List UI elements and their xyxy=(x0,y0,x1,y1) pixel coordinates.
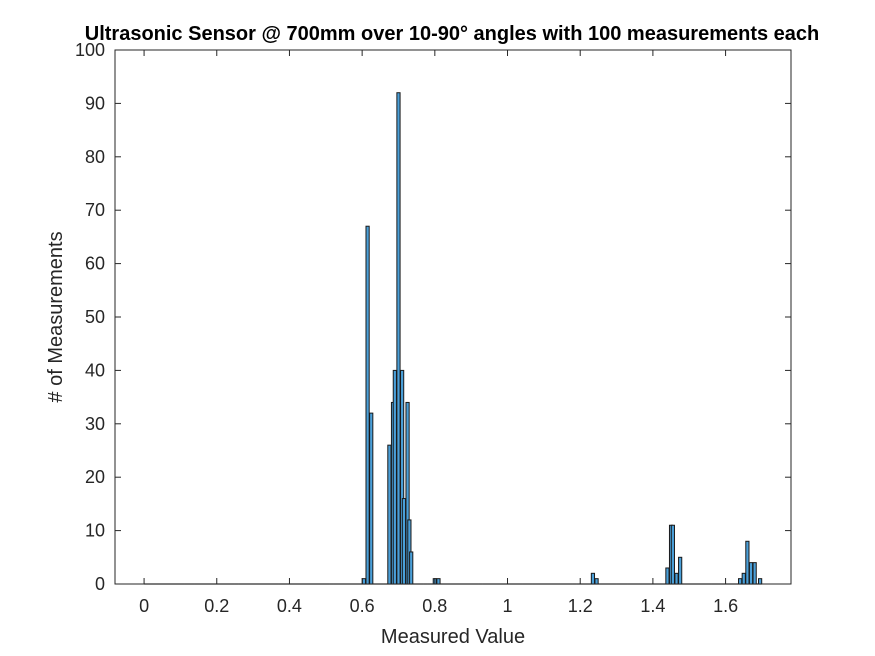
x-tick-label: 0.4 xyxy=(277,596,302,616)
histogram-bar xyxy=(741,572,746,585)
y-tick-label: 20 xyxy=(85,467,105,487)
x-tick-label: 1.6 xyxy=(713,596,738,616)
x-tick-label: 1 xyxy=(503,596,513,616)
plot-area xyxy=(115,50,791,584)
histogram-bar xyxy=(436,578,441,585)
histogram-bar xyxy=(365,225,370,585)
histogram-bar xyxy=(748,562,754,585)
histogram-bar xyxy=(678,556,683,585)
x-tick-label: 0.2 xyxy=(204,596,229,616)
histogram-bar xyxy=(590,572,596,585)
histogram-bar xyxy=(674,572,679,585)
y-tick-label: 100 xyxy=(75,40,105,60)
histogram-bar xyxy=(738,578,743,585)
y-tick-label: 60 xyxy=(85,254,105,274)
y-tick-label: 80 xyxy=(85,147,105,167)
y-tick-label: 70 xyxy=(85,200,105,220)
y-tick-label: 50 xyxy=(85,307,105,327)
x-ticks-group: 0 0.2 0.4 0.6 0.8 1 1.2 1.4 1.6 xyxy=(139,50,738,616)
x-tick-label: 0 xyxy=(139,596,149,616)
histogram-bar xyxy=(392,369,397,585)
x-tick-label: 0.6 xyxy=(350,596,375,616)
y-tick-label: 0 xyxy=(95,574,105,594)
x-tick-label: 1.4 xyxy=(640,596,665,616)
histogram-bar xyxy=(361,578,367,585)
y-tick-label: 10 xyxy=(85,521,105,541)
y-tick-label: 30 xyxy=(85,414,105,434)
histogram-bar xyxy=(670,524,675,585)
y-tick-label: 40 xyxy=(85,360,105,380)
histogram-bar xyxy=(752,562,757,585)
y-axis-label: # of Measurements xyxy=(45,231,67,402)
histogram-bar xyxy=(396,92,401,585)
histogram-bar xyxy=(387,444,392,585)
y-ticks-group: 0 10 20 30 40 50 60 70 80 90 100 xyxy=(75,40,791,594)
chart-title: Ultrasonic Sensor @ 700mm over 10-90° an… xyxy=(85,23,820,45)
x-tick-label: 0.8 xyxy=(422,596,447,616)
histogram-bar xyxy=(745,540,750,585)
y-tick-label: 90 xyxy=(85,93,105,113)
histogram-bar xyxy=(665,567,670,585)
histogram-bar xyxy=(369,412,374,585)
histogram-bar xyxy=(594,578,599,585)
x-axis-label: Measured Value xyxy=(381,626,525,648)
histogram-bar xyxy=(409,551,414,585)
x-tick-label: 1.2 xyxy=(568,596,593,616)
histogram-bar xyxy=(401,498,407,585)
histogram-bar xyxy=(758,578,763,585)
